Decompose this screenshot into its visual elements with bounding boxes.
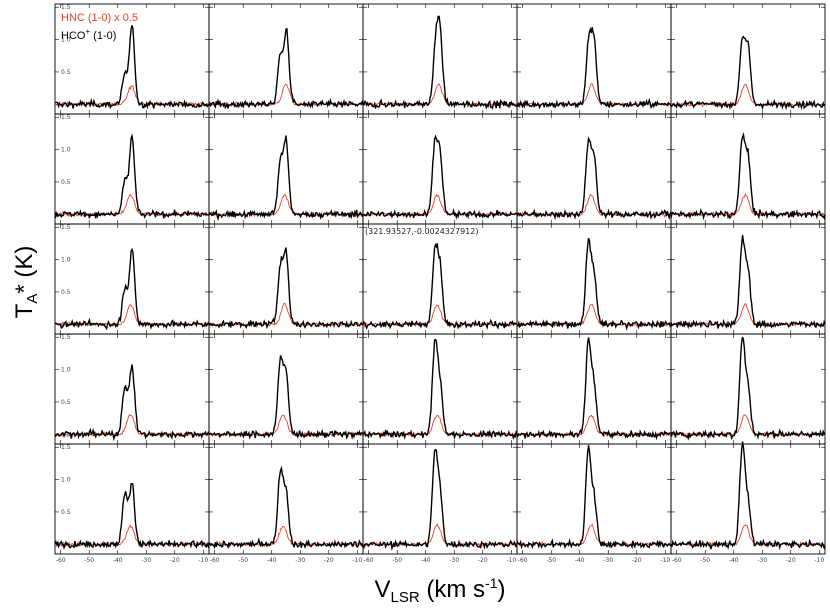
x-tick-label: -60 xyxy=(210,557,220,564)
hco-spectrum-line xyxy=(362,448,518,551)
hco-spectrum-line xyxy=(516,337,672,441)
y-tick-label: 1.0 xyxy=(61,367,71,374)
hco-spectrum-line xyxy=(208,465,364,550)
hco-spectrum-line xyxy=(362,242,518,330)
hco-spectrum-line xyxy=(670,336,826,441)
hco-spectrum-line xyxy=(362,338,518,441)
spectrum-panel-r4-c4: -60 -50 -40 -30 -20 -10 xyxy=(670,441,826,564)
x-tick-label: -30 xyxy=(141,557,151,564)
spectrum-panel-r1-c0: 0.0 0.5 1.0 1.5 xyxy=(54,113,210,225)
hco-spectrum-line xyxy=(54,25,210,110)
legend-hnc: HNC (1-0) x 0.5 xyxy=(61,12,138,24)
y-tick-label: 0.5 xyxy=(61,69,71,76)
y-tick-label: 0.0 xyxy=(61,211,71,218)
hco-spectrum-line xyxy=(516,445,672,550)
x-tick-label: -30 xyxy=(757,557,767,564)
hco-spectrum-line xyxy=(362,15,518,110)
y-tick-label: 1.5 xyxy=(61,114,71,121)
x-tick-label: -30 xyxy=(295,557,305,564)
x-tick-label: -40 xyxy=(113,557,123,564)
hco-spectrum-line xyxy=(54,364,210,442)
x-tick-label: -20 xyxy=(786,557,796,564)
y-tick-label: 1.5 xyxy=(61,334,71,341)
x-tick-label: -30 xyxy=(449,557,459,564)
y-tick-label: 1.0 xyxy=(61,477,71,484)
hco-spectrum-line xyxy=(670,234,826,330)
spectrum-panel-r4-c2: -60 -50 -40 -30 -20 -10 xyxy=(362,443,518,564)
x-tick-label: -20 xyxy=(632,557,642,564)
x-tick-label: -50 xyxy=(238,557,248,564)
hco-spectrum-line xyxy=(54,247,210,331)
hco-spectrum-line xyxy=(670,441,826,551)
y-tick-label: 0.5 xyxy=(61,289,71,296)
y-tick-label: 1.0 xyxy=(61,257,71,264)
hco-spectrum-line xyxy=(516,237,672,331)
x-tick-label: -60 xyxy=(364,557,374,564)
hco-spectrum-line xyxy=(208,27,364,110)
hco-spectrum-line xyxy=(208,355,364,440)
y-tick-label: 0.5 xyxy=(61,399,71,406)
hco-spectrum-line xyxy=(670,35,826,111)
hco-spectrum-line xyxy=(208,247,364,330)
x-tick-label: -40 xyxy=(575,557,585,564)
hco-spectrum-line xyxy=(54,483,210,550)
x-tick-label: -10 xyxy=(814,557,824,564)
panel-frame xyxy=(670,443,826,555)
hco-spectrum-line xyxy=(362,134,518,220)
hco-spectrum-line xyxy=(516,136,672,221)
hco-spectrum-line xyxy=(516,27,672,110)
y-tick-label: 0.5 xyxy=(61,509,71,516)
x-tick-label: -50 xyxy=(700,557,710,564)
y-tick-label: 1.5 xyxy=(61,224,71,231)
x-tick-label: -10 xyxy=(506,557,516,564)
x-tick-label: -40 xyxy=(421,557,431,564)
x-tick-label: -20 xyxy=(324,557,334,564)
x-tick-label: -30 xyxy=(603,557,613,564)
hnc-spectrum-line xyxy=(54,524,210,548)
x-tick-label: -50 xyxy=(84,557,94,564)
y-tick-label: 0.0 xyxy=(61,431,71,438)
x-tick-label: -10 xyxy=(352,557,362,564)
x-tick-label: -60 xyxy=(672,557,682,564)
legend-hco: HCO+ (1-0) xyxy=(61,27,116,42)
y-tick-label: 1.0 xyxy=(61,37,71,44)
x-tick-label: -10 xyxy=(198,557,208,564)
hco-spectrum-line xyxy=(208,135,364,222)
x-tick-label: -20 xyxy=(478,557,488,564)
x-tick-label: -20 xyxy=(170,557,180,564)
x-tick-label: -60 xyxy=(518,557,528,564)
position-annotation: (321.93527,-0.0024327912) xyxy=(365,227,478,236)
spectrum-panel-r4-c0: 0.00.51.01.5-60 -50 -40 -30 -20 -10 xyxy=(54,443,210,564)
y-tick-label: 0.5 xyxy=(61,179,71,186)
x-tick-label: -50 xyxy=(546,557,556,564)
hco-spectrum-line xyxy=(54,133,210,219)
y-tick-label: 1.0 xyxy=(61,147,71,154)
x-tick-label: -60 xyxy=(56,557,66,564)
spectrum-panel-r3-c0: 0.0 0.5 1.0 1.5 xyxy=(54,333,210,445)
hco-spectrum-line xyxy=(670,132,826,221)
x-tick-label: -50 xyxy=(392,557,402,564)
y-tick-label: 1.5 xyxy=(61,4,71,11)
y-tick-label: 1.5 xyxy=(61,444,71,451)
x-tick-label: -40 xyxy=(729,557,739,564)
y-axis-label: TA* (K) xyxy=(11,246,41,319)
x-axis-label: VLSR (km s-1) xyxy=(375,575,506,606)
hnc-spectrum-line xyxy=(362,414,518,438)
x-tick-label: -10 xyxy=(660,557,670,564)
x-tick-label: -40 xyxy=(267,557,277,564)
